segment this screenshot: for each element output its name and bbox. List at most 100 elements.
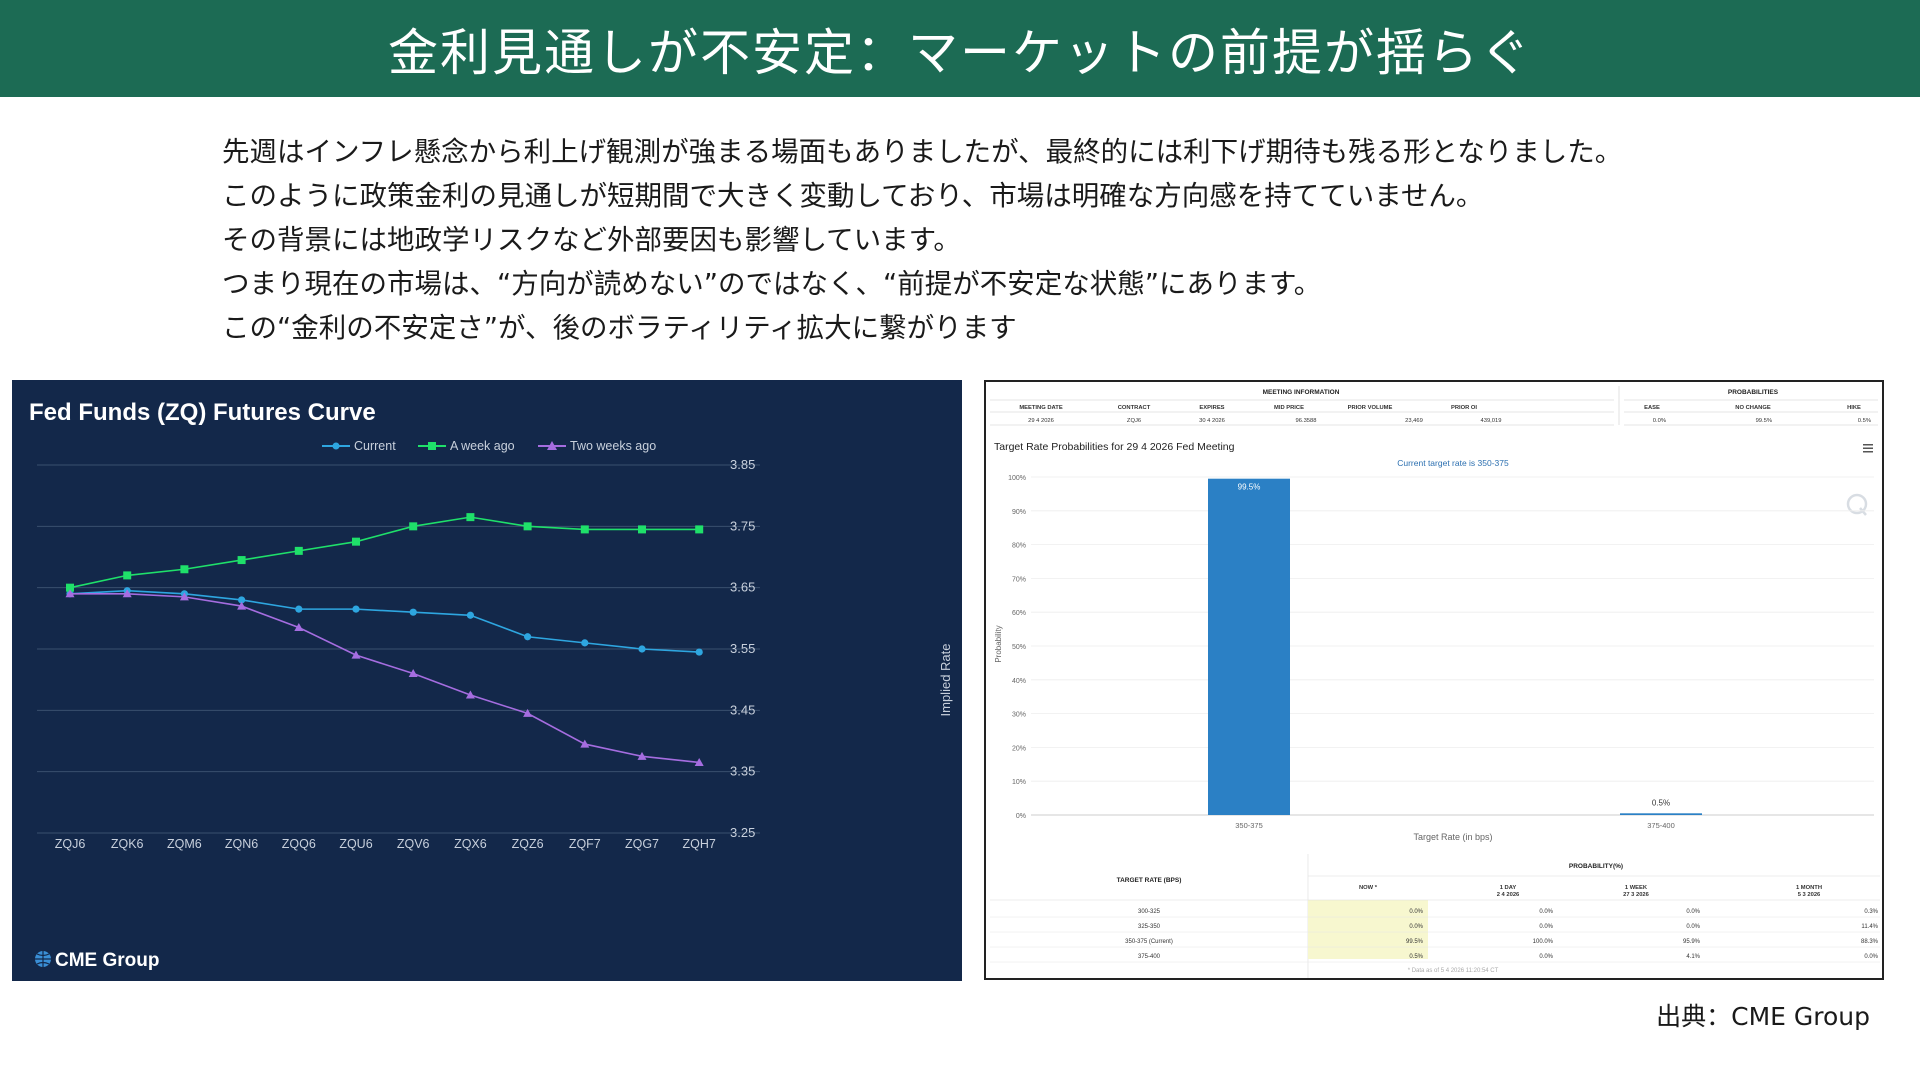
meeting-info-table: MEETING INFORMATION [990,389,1614,426]
series-two-weeks-ago-point[interactable] [523,708,533,717]
probabilities-value: 0.5% [1858,418,1871,424]
meeting-info-value: 23,469 [1405,418,1423,424]
series-a-week-ago-point[interactable] [294,546,303,555]
prob-col-header: 1 DAY [1500,885,1517,891]
series-current-point[interactable] [524,633,532,641]
series-a-week-ago-point[interactable] [66,583,74,592]
series-two-weeks-ago-point[interactable] [237,601,247,610]
rate-header: TARGET RATE (BPS) [1117,877,1182,884]
body-text: 先週はインフレ懸念から利上げ観測が強まる場面もありましたが、最終的には利下げ期待… [222,130,1782,350]
meeting-info-header: CONTRACT [1118,405,1151,411]
series-a-week-ago-point[interactable] [580,525,589,534]
bar-chart-subtitle: Current target rate is 350-375 [1397,458,1509,468]
series-current-point[interactable] [238,596,246,604]
bar-y-tick-label: 0% [1016,813,1026,820]
series-two-weeks-ago-point[interactable] [65,589,75,598]
data-footnote: * Data as of 5 4 2026 11:20:54 CT [1408,968,1499,974]
prob-cell: 95.9% [1683,939,1701,945]
x-tick-label: ZQV6 [397,837,430,851]
series-current-point[interactable] [352,605,360,613]
probabilities-value: 0.0% [1653,418,1666,424]
prob-cell: 11.4% [1861,924,1878,930]
series-two-weeks-ago-point[interactable] [179,592,189,601]
series-current-point[interactable] [581,639,589,647]
prob-col-date: 5 3 2026 [1798,892,1821,898]
meeting-info-title: MEETING INFORMATION [1263,389,1340,396]
legend-item-current[interactable]: Current [322,439,396,453]
bar-y-tick-label: 10% [1012,779,1026,786]
paragraph: その背景には地政学リスクなど外部要因も影響しています。 [222,224,961,256]
series-a-week-ago-point[interactable] [180,565,189,574]
prob-cell: 4.1% [1686,954,1700,960]
series-two-weeks-ago-point[interactable] [580,739,590,748]
bar-chart-title: Target Rate Probabilities for 29 4 2026 … [994,441,1235,453]
prob-col-date: 27 3 2026 [1623,892,1650,898]
series-two-weeks-ago-point[interactable] [465,690,475,699]
x-tick-label: ZQJ6 [55,837,86,851]
prob-cell: 0.0% [1864,954,1878,960]
meeting-info-header: MID PRICE [1274,405,1304,411]
prob-cell: 0.0% [1539,909,1553,915]
series-a-week-ago-point[interactable] [638,525,646,534]
legend-item-two-weeks-ago[interactable]: Two weeks ago [538,439,656,453]
now-column-highlight [1308,900,1428,959]
series-current-point[interactable] [466,611,474,619]
cme-logo: CME Group [35,950,160,971]
prob-cell: 0.0% [1539,924,1553,930]
series-current-point[interactable] [695,648,703,656]
bar-x-tick-label: 375-400 [1647,821,1675,830]
menu-icon[interactable] [1863,444,1873,453]
series-a-week-ago-point[interactable] [352,537,360,546]
series-current-point[interactable] [638,645,646,653]
y-tick-label: 3.45 [730,702,755,717]
probabilities-value: 99.5% [1756,418,1772,424]
probabilities-summary-table: PROBABILITIES [1618,386,1878,426]
y-axis-title: Implied Rate [938,644,953,717]
legend: Current A week ago Two weeks ago [322,439,656,453]
series-two-weeks-ago-point[interactable] [694,757,704,766]
series-two-weeks-ago-point[interactable] [122,589,132,598]
legend-item-a-week-ago[interactable]: A week ago [418,439,515,453]
fedwatch-tool: MEETING INFORMATION PROBABILITIES MEETIN… [990,386,1880,978]
y-tick-label: 3.85 [730,457,755,472]
prob-group-title: PROBABILITY(%) [1569,863,1623,870]
bar-value-label: 0.5% [1652,798,1670,807]
x-tick-label: ZQK6 [111,837,144,851]
series-a-week-ago-point[interactable] [123,571,132,580]
y-tick-label: 3.25 [730,825,755,840]
series-two-weeks-ago-point[interactable] [294,623,304,632]
bar-y-tick-label: 100% [1008,475,1026,482]
prob-row-rate: 350-375 (Current) [1125,939,1173,945]
probability-bar[interactable] [1208,478,1290,815]
paragraph: このように政策金利の見通しが短期間で大きく変動しており、市場は明確な方向感を持て… [222,180,1484,212]
title-bar: 金利見通しが不安定：マーケットの前提が揺らぐ [0,0,1920,97]
series-two-weeks-ago-point[interactable] [408,669,418,678]
bar-y-tick-label: 20% [1012,745,1026,752]
series-two-weeks-ago-point[interactable] [637,751,647,760]
probability-bar[interactable] [1620,813,1702,815]
series-two-weeks-ago-point[interactable] [351,650,361,659]
prob-cell: 0.0% [1686,909,1700,915]
chart-title: Fed Funds (ZQ) Futures Curve [29,399,376,426]
series-current-point[interactable] [409,608,417,616]
fedwatch-panel: MEETING INFORMATION PROBABILITIES MEETIN… [984,380,1884,980]
meeting-info-value: 30 4 2026 [1199,418,1225,424]
watermark-icon [1846,493,1868,516]
futures-curve-panel: Fed Funds (ZQ) Futures Curve Current A w… [12,380,962,981]
meeting-info-header: EXPIRES [1199,405,1224,411]
bar-y-tick-label: 80% [1012,543,1026,550]
series-a-week-ago-point[interactable] [466,513,475,522]
prob-cell: 88.3% [1861,939,1879,945]
prob-col-header: NOW * [1359,885,1378,891]
x-tick-label: ZQG7 [625,837,659,851]
series-a-week-ago-point[interactable] [409,522,418,531]
prob-col-date: 2 4 2026 [1497,892,1520,898]
series-a-week-ago-point[interactable] [237,556,246,565]
series-current-point[interactable] [295,605,303,613]
series-a-week-ago-point[interactable] [523,522,532,531]
x-tick-label: ZQQ6 [282,837,316,851]
prob-cell: 0.3% [1864,909,1878,915]
x-tick-label: ZQU6 [339,837,372,851]
bar-x-axis-title: Target Rate (in bps) [1413,832,1492,842]
series-a-week-ago-point[interactable] [695,525,704,534]
